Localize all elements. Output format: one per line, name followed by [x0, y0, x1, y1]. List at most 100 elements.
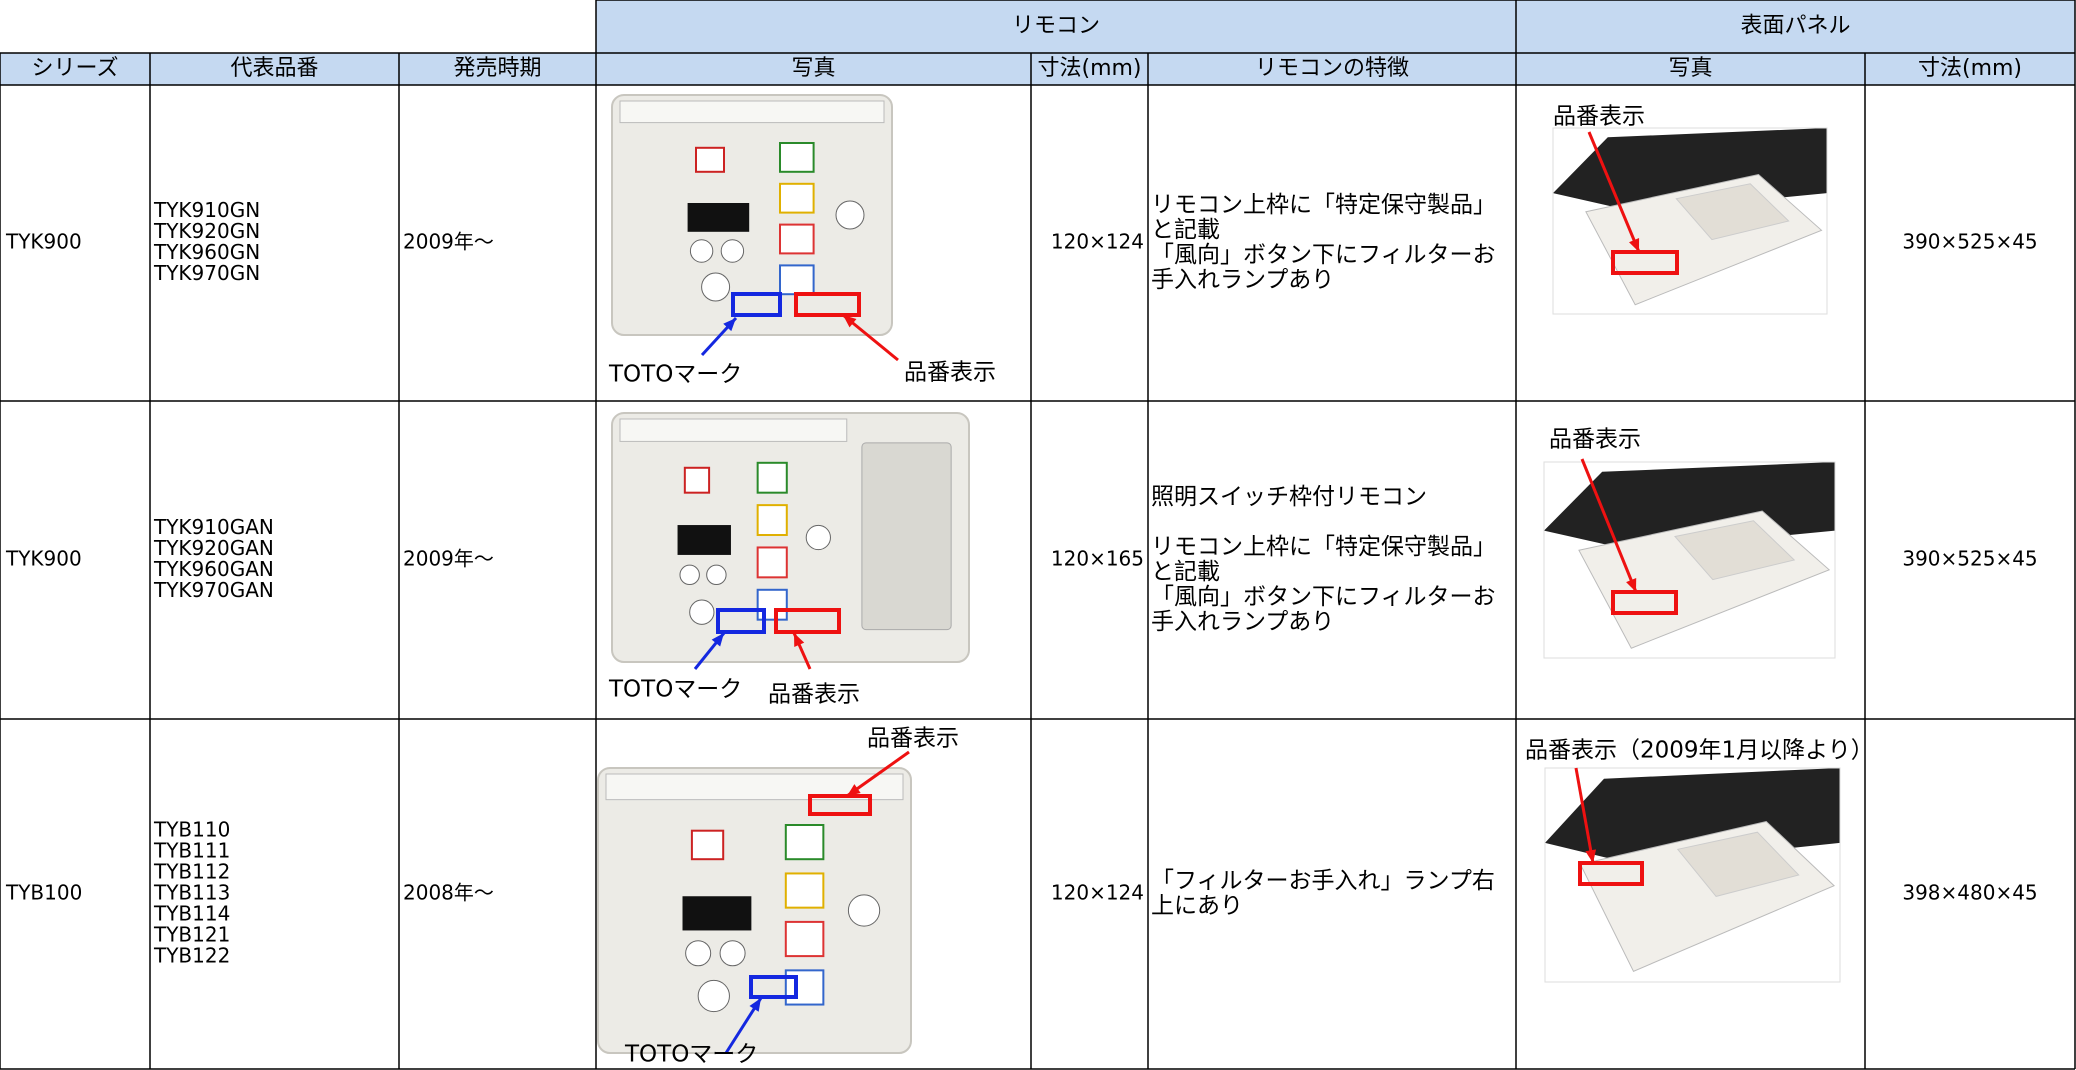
feature-text: 「風向」ボタン下にフィルターお — [1151, 242, 1496, 268]
series: TYB100 — [5, 881, 82, 905]
panel-bg — [1543, 461, 1836, 659]
button — [701, 272, 731, 302]
arrow-head — [723, 318, 736, 332]
model-number: TYK970GAN — [153, 578, 274, 602]
highlight-box — [1611, 250, 1679, 275]
remote-size: 120×165 — [1051, 547, 1144, 571]
display — [682, 896, 752, 931]
highlight-box — [749, 975, 798, 999]
feature-text: 上にあり — [1151, 893, 1243, 919]
button — [847, 894, 881, 927]
arrow-head — [847, 784, 861, 796]
button — [706, 564, 727, 586]
annotation: TOTOマーク — [624, 1042, 758, 1068]
stop-button — [683, 466, 711, 494]
model-number: TYK920GN — [153, 219, 260, 243]
column-header: シリーズ — [32, 56, 119, 81]
highlight-box — [808, 794, 872, 816]
mode-button — [779, 223, 815, 255]
button — [720, 239, 745, 263]
annotation: TOTOマーク — [608, 677, 742, 703]
feature-text: リモコン上枠に「特定保守製品」 — [1151, 192, 1496, 218]
arrow-head — [794, 633, 805, 647]
panel-bg — [1552, 127, 1828, 315]
panel-bg — [1544, 767, 1841, 983]
arrow — [1587, 131, 1641, 253]
feature-text: と記載 — [1151, 217, 1220, 243]
model-number: TYK960GN — [153, 240, 260, 264]
button — [679, 564, 700, 586]
model-number: TYB112 — [153, 860, 230, 884]
feature-text: リモコン上枠に「特定保守製品」 — [1151, 534, 1496, 560]
series: TYK900 — [5, 547, 82, 571]
mode-button — [756, 461, 788, 494]
arrow-head — [1629, 238, 1640, 252]
group-header: 表面パネル — [1740, 14, 1850, 39]
release-date: 2009年～ — [403, 547, 494, 571]
annotation: 品番表示（2009年1月以降より） — [1525, 738, 1874, 764]
highlight-box — [774, 608, 841, 634]
button — [689, 239, 714, 263]
series: TYK900 — [5, 230, 82, 254]
mode-button — [784, 824, 825, 861]
model-number: TYB111 — [153, 839, 230, 863]
arrow-head — [843, 315, 857, 328]
arrow — [1580, 458, 1638, 593]
column-header: 寸法(mm) — [1918, 56, 2022, 81]
annotation: 品番表示 — [1553, 104, 1645, 130]
annotation: 品番表示 — [1549, 427, 1641, 453]
panel-size: 398×480×45 — [1902, 881, 2037, 905]
highlight-box — [1578, 861, 1644, 886]
model-number: TYK960GAN — [153, 557, 274, 581]
remote-body — [611, 94, 893, 336]
remote-size: 120×124 — [1051, 881, 1144, 905]
arrow-head — [749, 998, 761, 1012]
stop-button — [690, 829, 725, 861]
model-number: TYK910GAN — [153, 515, 274, 539]
release-date: 2009年～ — [403, 230, 494, 254]
remote-top — [619, 418, 848, 442]
button — [805, 524, 831, 551]
mode-button — [779, 182, 815, 214]
feature-text: と記載 — [1151, 559, 1220, 585]
column-header: 写真 — [791, 56, 835, 81]
panel-grille — [1676, 831, 1800, 897]
arrow — [1574, 767, 1595, 864]
column-header: 発売時期 — [453, 56, 541, 81]
model-number: TYB113 — [153, 881, 230, 905]
highlight-box — [794, 292, 861, 317]
button — [685, 940, 712, 967]
model-number: TYK970GN — [153, 261, 260, 285]
feature-text: 手入れランプあり — [1151, 267, 1334, 293]
remote-size: 120×124 — [1051, 230, 1144, 254]
button — [835, 200, 865, 230]
highlight-box — [1611, 590, 1678, 615]
display — [687, 203, 750, 232]
model-number: TYB114 — [153, 902, 230, 926]
header-group-bg — [596, 0, 2075, 53]
remote-top — [619, 100, 885, 124]
switch-frame — [861, 442, 952, 631]
model-number: TYB122 — [153, 944, 230, 968]
panel-grille — [1674, 520, 1796, 581]
feature-text: 手入れランプあり — [1151, 609, 1334, 635]
annotation: 品番表示 — [867, 726, 959, 752]
mode-button — [779, 264, 815, 296]
button — [697, 979, 730, 1013]
panel-grille — [1675, 183, 1790, 241]
feature-text: 照明スイッチ枠付リモコン — [1151, 484, 1427, 510]
mode-button — [756, 504, 788, 537]
model-number: TYB121 — [153, 923, 230, 947]
column-header: 代表品番 — [230, 56, 318, 81]
column-header: リモコンの特徴 — [1255, 56, 1409, 81]
column-header: 寸法(mm) — [1037, 56, 1141, 81]
feature-text: 「風向」ボタン下にフィルターお — [1151, 584, 1496, 610]
button — [689, 599, 715, 625]
annotation: 品番表示 — [768, 682, 860, 708]
header-bg — [0, 53, 2075, 85]
mode-button — [779, 142, 815, 173]
annotation: TOTOマーク — [608, 362, 742, 388]
model-number: TYK920GAN — [153, 536, 274, 560]
mode-button — [784, 872, 825, 909]
release-date: 2008年～ — [403, 881, 494, 905]
